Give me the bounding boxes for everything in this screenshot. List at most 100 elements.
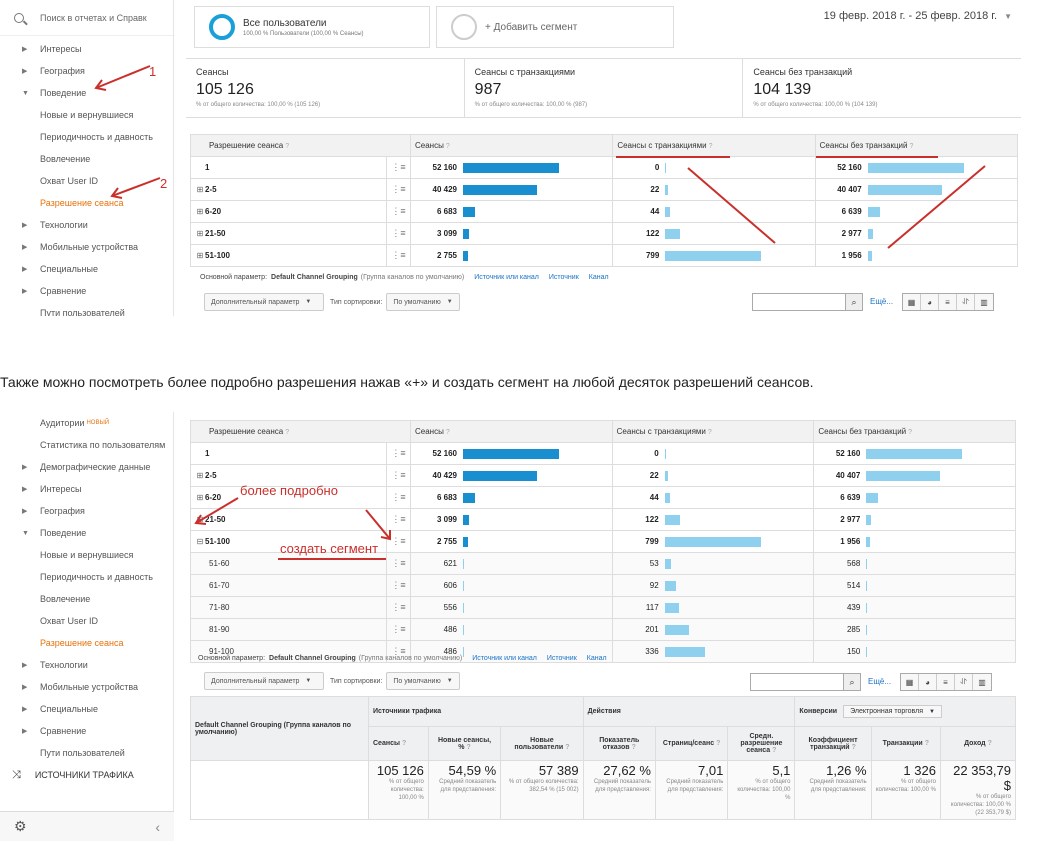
help-icon[interactable]: ?	[565, 743, 570, 751]
segment-tree-icon[interactable]: ⋮≡	[386, 200, 411, 223]
expand-icon[interactable]: ⊞	[196, 229, 204, 238]
sidebar-item[interactable]: ▶ Интересы	[0, 478, 173, 500]
segment-tree-icon[interactable]: ⋮≡	[386, 156, 411, 179]
segment-tree-icon[interactable]: ⋮≡	[386, 552, 411, 575]
expand-icon[interactable]: ⊞	[196, 207, 204, 216]
primary-dimension-link[interactable]: Источник	[546, 655, 577, 662]
sidebar-item[interactable]: ▶ Интересы	[0, 38, 173, 60]
table-view-icon[interactable]: ▦	[901, 674, 919, 690]
sidebar-item[interactable]: ▶ Технологии	[0, 214, 173, 236]
summary-column-header[interactable]: Коэффициент транзакций?	[794, 726, 872, 761]
segment-tree-icon[interactable]: ⋮≡	[386, 244, 411, 267]
table-search-input[interactable]	[752, 293, 848, 311]
primary-dimension-link[interactable]: Источник или канал	[472, 655, 537, 662]
segment-tree-icon[interactable]: ⋮≡	[386, 530, 411, 553]
compare-view-icon[interactable]: ⥯	[955, 674, 973, 690]
sidebar-item[interactable]: Статистика по пользователям	[0, 434, 173, 456]
sidebar-item[interactable]: ▼ Поведение	[0, 82, 173, 104]
sidebar-item[interactable]: Вовлечение	[0, 588, 173, 610]
sidebar-item[interactable]: Разрешение сеанса	[0, 192, 173, 214]
pie-view-icon[interactable]: ◕	[919, 674, 937, 690]
help-icon[interactable]: ?	[924, 740, 929, 747]
segment-tree-icon[interactable]: ⋮≡	[386, 442, 411, 465]
header-sessions[interactable]: Сеансы?	[409, 134, 614, 157]
sidebar-item[interactable]: ▶ Мобильные устройства	[0, 236, 173, 258]
header-dimension[interactable]: Разрешение сеанса?	[190, 420, 411, 443]
sidebar-item[interactable]: ▼ Поведение	[0, 522, 173, 544]
segment-tree-icon[interactable]: ⋮≡	[386, 486, 411, 509]
search-button[interactable]: ⌕	[845, 293, 863, 311]
expand-icon[interactable]: ⊞	[196, 493, 204, 502]
collapse-icon[interactable]: ⊟	[196, 537, 204, 546]
sidebar-item[interactable]: ▶ География	[0, 500, 173, 522]
date-range-picker[interactable]: 19 февр. 2018 г. - 25 февр. 2018 г. ▼	[824, 10, 1012, 22]
sidebar-item[interactable]: Разрешение сеанса	[0, 632, 173, 654]
primary-dimension-link[interactable]: Канал	[588, 274, 609, 281]
primary-dimension-link[interactable]: Источник	[548, 274, 579, 281]
expand-icon[interactable]: ⊞	[196, 515, 204, 524]
sidebar-item[interactable]: Пути пользователей	[0, 742, 173, 764]
summary-column-header[interactable]: Новые сеансы, %?	[427, 726, 502, 761]
summary-column-header[interactable]: Средн. разрешение сеанса?	[727, 726, 796, 761]
pivot-view-icon[interactable]: ▥	[975, 294, 993, 310]
help-icon[interactable]: ?	[445, 429, 450, 436]
search-button[interactable]: ⌕	[843, 673, 861, 691]
sidebar-item[interactable]: Охват User ID	[0, 170, 173, 192]
sidebar-item[interactable]: ▶ Демографические данные	[0, 456, 173, 478]
expand-icon[interactable]: ⊞	[196, 185, 204, 194]
help-icon[interactable]: ?	[987, 740, 992, 747]
sidebar-item[interactable]: Новые и вернувшиеся	[0, 104, 173, 126]
more-link[interactable]: Ещё...	[870, 297, 894, 306]
help-icon[interactable]: ?	[908, 429, 913, 436]
compare-view-icon[interactable]: ⥯	[957, 294, 975, 310]
sidebar-item[interactable]: Пути пользователей	[0, 302, 173, 316]
pivot-view-icon[interactable]: ▥	[973, 674, 991, 690]
segment-tree-icon[interactable]: ⋮≡	[386, 464, 411, 487]
gear-icon[interactable]: ⚙	[14, 818, 27, 834]
segment-tree-icon[interactable]: ⋮≡	[386, 508, 411, 531]
help-icon[interactable]: ?	[707, 429, 712, 436]
sidebar-item[interactable]: Охват User ID	[0, 610, 173, 632]
summary-column-header[interactable]: Страниц/сеанс?	[654, 726, 729, 761]
sidebar-item[interactable]: Периодичность и давность	[0, 566, 173, 588]
sidebar-item[interactable]: Периодичность и давность	[0, 126, 173, 148]
sidebar-item[interactable]: ▶ Специальные	[0, 258, 173, 280]
secondary-dimension-select[interactable]: Дополнительный параметр ▼	[204, 672, 324, 690]
collapse-chevron-icon[interactable]: ‹	[155, 818, 160, 835]
segment-tree-icon[interactable]: ⋮≡	[386, 640, 411, 663]
segment-tree-icon[interactable]: ⋮≡	[386, 574, 411, 597]
help-icon[interactable]: ?	[401, 740, 407, 747]
sidebar-item[interactable]: ▶ География	[0, 60, 173, 82]
summary-column-header[interactable]: Новые пользователи?	[500, 726, 584, 761]
help-icon[interactable]: ?	[851, 743, 856, 751]
help-icon[interactable]: ?	[285, 143, 290, 150]
help-icon[interactable]: ?	[716, 740, 721, 747]
help-icon[interactable]: ?	[909, 143, 914, 150]
expand-icon[interactable]: ⊞	[196, 471, 204, 480]
bar-view-icon[interactable]: ≡	[937, 674, 955, 690]
table-view-icon[interactable]: ▦	[903, 294, 921, 310]
sidebar-item[interactable]: ▶ Технологии	[0, 654, 173, 676]
sidebar-item[interactable]: Аудитории НОВЫЙ	[0, 412, 173, 434]
conversion-type-select[interactable]: Электронная торговля ▼	[843, 705, 942, 718]
secondary-dimension-select[interactable]: Дополнительный параметр ▼	[204, 293, 324, 311]
sidebar-item[interactable]: Вовлечение	[0, 148, 173, 170]
help-icon[interactable]: ?	[708, 143, 713, 150]
segment-tree-icon[interactable]: ⋮≡	[386, 222, 411, 245]
segment-tree-icon[interactable]: ⋮≡	[386, 618, 411, 641]
summary-column-header[interactable]: Доход?	[939, 726, 1017, 761]
help-icon[interactable]: ?	[772, 747, 777, 754]
expand-icon[interactable]: ⊞	[196, 251, 204, 260]
summary-column-header[interactable]: Показатель отказов?	[582, 726, 656, 761]
header-with-tx[interactable]: Сеансы с транзакциями?	[611, 420, 815, 443]
bar-view-icon[interactable]: ≡	[939, 294, 957, 310]
sidebar-section-traffic[interactable]: ⤨ ИСТОЧНИКИ ТРАФИКА	[0, 764, 173, 786]
help-icon[interactable]: ?	[285, 429, 290, 436]
help-icon[interactable]: ?	[445, 143, 450, 150]
table-search-input[interactable]	[750, 673, 846, 691]
segment-tree-icon[interactable]: ⋮≡	[386, 178, 411, 201]
segment-tree-icon[interactable]: ⋮≡	[386, 596, 411, 619]
header-without-tx[interactable]: Сеансы без транзакций?	[814, 134, 1019, 157]
sidebar-search[interactable]: Поиск в отчетах и Справк	[0, 0, 173, 36]
primary-dimension-link[interactable]: Канал	[586, 655, 607, 662]
